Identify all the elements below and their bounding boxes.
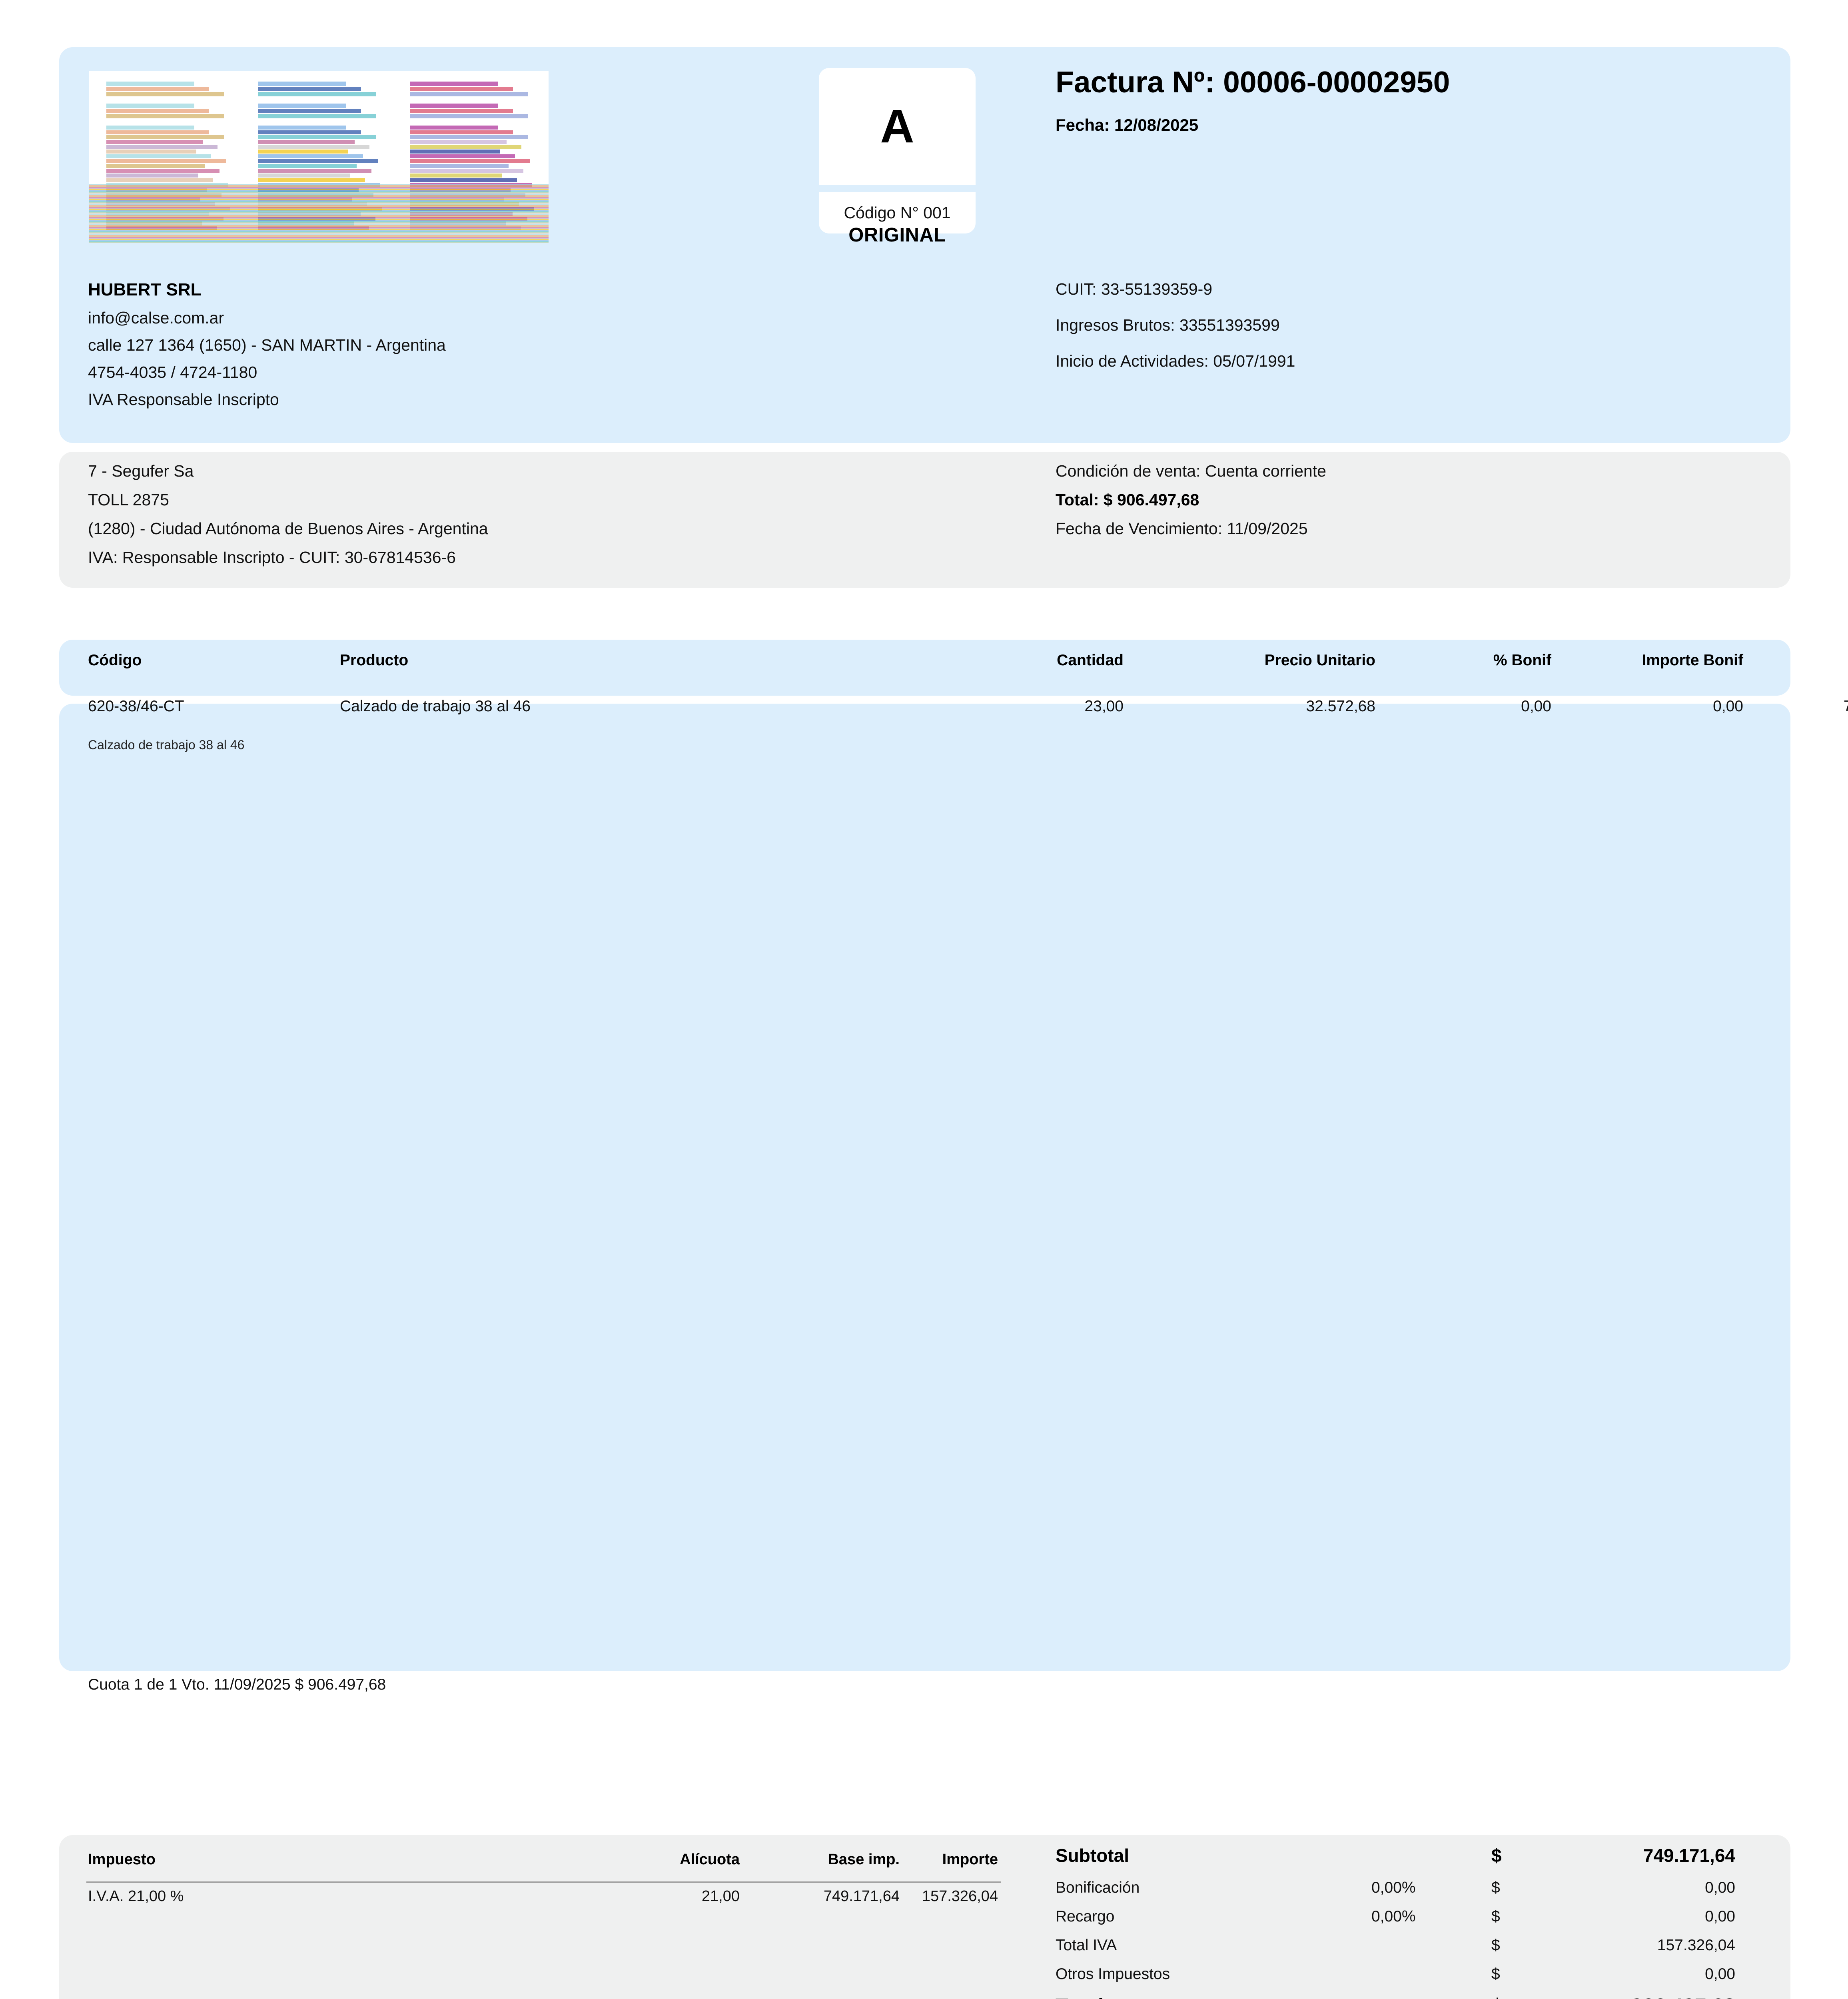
- totals-label-subtotal: Subtotal: [1056, 1845, 1129, 1866]
- col-header-base-imp: Base imp.: [828, 1851, 900, 1868]
- cell-cantidad: 23,00: [1084, 698, 1124, 715]
- invoice-codigo-card: Código N° 001: [819, 192, 976, 233]
- issuer-address: calle 127 1364 (1650) - SAN MARTIN - Arg…: [88, 336, 446, 354]
- totals-label-bonificacion: Bonificación: [1056, 1879, 1140, 1896]
- col-header-producto: Producto: [340, 652, 409, 669]
- customer-iva-cuit: IVA: Responsable Inscripto - CUIT: 30-67…: [88, 548, 456, 567]
- totals-row-bonificacion: Bonificación 0,00% $ 0,00: [1056, 1879, 1735, 1908]
- issuer-block: HUBERT SRL info@calse.com.ar calle 127 1…: [88, 280, 808, 417]
- invoice-date: Fecha: 12/08/2025: [1056, 116, 1199, 134]
- taxes-table-header: Impuesto Alícuota Base imp. Importe: [59, 1851, 1027, 1868]
- item-description-subline: Calzado de trabajo 38 al 46: [88, 738, 245, 752]
- totals-value-total: 906.497,68: [1539, 1994, 1735, 1999]
- col-header-pct-bonif: % Bonif: [1493, 652, 1551, 669]
- issuer-email: info@calse.com.ar: [88, 309, 224, 327]
- customer-address: TOLL 2875: [88, 491, 169, 509]
- totals-label-total: Total: [1056, 1994, 1371, 1999]
- totals-value-subtotal: 749.171,64: [1643, 1845, 1735, 1866]
- cell-alicuota: 21,00: [701, 1888, 740, 1905]
- cell-tax-importe: 157.326,04: [922, 1888, 998, 1905]
- customer-name: 7 - Segufer Sa: [88, 462, 194, 480]
- issuer-name: HUBERT SRL: [88, 280, 202, 299]
- col-header-impuesto: Impuesto: [88, 1851, 156, 1868]
- cell-precio: 32.572,68: [1306, 698, 1375, 715]
- totals-row-total: Total $ 906.497,68: [1056, 1994, 1735, 1999]
- copy-type-label: ORIGINAL: [848, 224, 946, 246]
- invoice-title: Factura Nº: 00006-00002950: [1056, 65, 1450, 99]
- cell-impuesto: I.V.A. 21,00 %: [88, 1888, 184, 1905]
- col-header-cantidad: Cantidad: [1057, 652, 1124, 669]
- totals-row-total-iva: Total IVA $ 157.326,04: [1056, 1937, 1735, 1965]
- totals-label-recargo: Recargo: [1056, 1908, 1115, 1925]
- issuer-cuit: CUIT: 33-55139359-9: [1056, 280, 1213, 298]
- issuer-phones: 4754-4035 / 4724-1180: [88, 363, 257, 381]
- col-header-precio: Precio Unitario: [1264, 652, 1375, 669]
- cell-codigo: 620-38/46-CT: [88, 698, 184, 715]
- sale-condition: Condición de venta: Cuenta corriente: [1056, 462, 1326, 480]
- totals-currency-total-iva: $: [1491, 1937, 1500, 1954]
- totals-value-bonificacion: 0,00: [1705, 1879, 1735, 1896]
- items-body-panel: [59, 704, 1790, 1671]
- cell-pct-bonif: 0,00: [1521, 698, 1551, 715]
- totals-value-total-iva: 157.326,04: [1657, 1937, 1735, 1954]
- company-logo: [89, 71, 549, 243]
- issuer-ingresos-brutos: Ingresos Brutos: 33551393599: [1056, 316, 1280, 334]
- cell-importe: 749.171,64: [1843, 698, 1848, 715]
- totals-currency-recargo: $: [1491, 1908, 1500, 1925]
- totals-panel: [1027, 1835, 1790, 1999]
- taxes-header-rule: [86, 1881, 1001, 1883]
- issuer-iva-condition: IVA Responsable Inscripto: [88, 390, 279, 409]
- table-row: I.V.A. 21,00 % 21,00 749.171,64 157.326,…: [59, 1888, 1027, 1905]
- totals-pct-bonificacion: 0,00%: [1371, 1879, 1416, 1896]
- totals-value-recargo: 0,00: [1705, 1908, 1735, 1925]
- totals-currency-otros-impuestos: $: [1491, 1965, 1500, 1983]
- col-header-importe-bonif: Importe Bonif: [1642, 652, 1743, 669]
- totals-row-otros-impuestos: Otros Impuestos $ 0,00: [1056, 1965, 1735, 1994]
- totals-pct-recargo: 0,00%: [1371, 1908, 1416, 1925]
- invoice-codigo-label: Código N° 001: [844, 203, 951, 222]
- issuer-fiscal-block: CUIT: 33-55139359-9 Ingresos Brutos: 335…: [1056, 280, 1735, 388]
- sale-due-date: Fecha de Vencimiento: 11/09/2025: [1056, 519, 1308, 538]
- cell-importe-bonif: 0,00: [1713, 698, 1743, 715]
- col-header-alicuota: Alícuota: [680, 1851, 740, 1868]
- totals-currency-subtotal: $: [1491, 1845, 1502, 1866]
- invoice-letter-card: A: [819, 68, 976, 185]
- installment-line: Cuota 1 de 1 Vto. 11/09/2025 $ 906.497,6…: [88, 1676, 386, 1693]
- col-header-importe: Importe: [1743, 652, 1848, 669]
- totals-label-total-iva: Total IVA: [1056, 1937, 1117, 1954]
- taxes-panel: [59, 1835, 1027, 1999]
- col-header-tax-importe: Importe: [942, 1851, 998, 1868]
- sale-total: Total: $ 906.497,68: [1056, 491, 1199, 509]
- totals-list: Subtotal $ 749.171,64 Bonificación 0,00%…: [1056, 1845, 1735, 1999]
- table-row: 620-38/46-CT Calzado de trabajo 38 al 46…: [59, 698, 1848, 715]
- totals-currency-bonificacion: $: [1491, 1879, 1500, 1896]
- totals-value-otros-impuestos: 0,00: [1705, 1965, 1735, 1983]
- issuer-inicio-actividades: Inicio de Actividades: 05/07/1991: [1056, 352, 1295, 370]
- customer-block: 7 - Segufer Sa TOLL 2875 (1280) - Ciudad…: [88, 462, 1008, 577]
- items-header-panel: [59, 640, 1790, 696]
- customer-panel: [59, 452, 1790, 588]
- items-table-header: Código Producto Cantidad Precio Unitario…: [59, 652, 1790, 669]
- customer-city: (1280) - Ciudad Autónoma de Buenos Aires…: [88, 519, 488, 538]
- col-header-codigo: Código: [88, 652, 142, 669]
- totals-row-recargo: Recargo 0,00% $ 0,00: [1056, 1908, 1735, 1937]
- totals-label-otros-impuestos: Otros Impuestos: [1056, 1965, 1170, 1983]
- totals-row-subtotal: Subtotal $ 749.171,64: [1056, 1845, 1735, 1879]
- invoice-letter: A: [880, 100, 914, 153]
- cell-base-imp: 749.171,64: [823, 1888, 900, 1905]
- totals-currency-total: $: [1491, 1994, 1539, 1999]
- sale-terms-block: Condición de venta: Cuenta corriente Tot…: [1056, 462, 1735, 548]
- cell-producto: Calzado de trabajo 38 al 46: [340, 698, 531, 715]
